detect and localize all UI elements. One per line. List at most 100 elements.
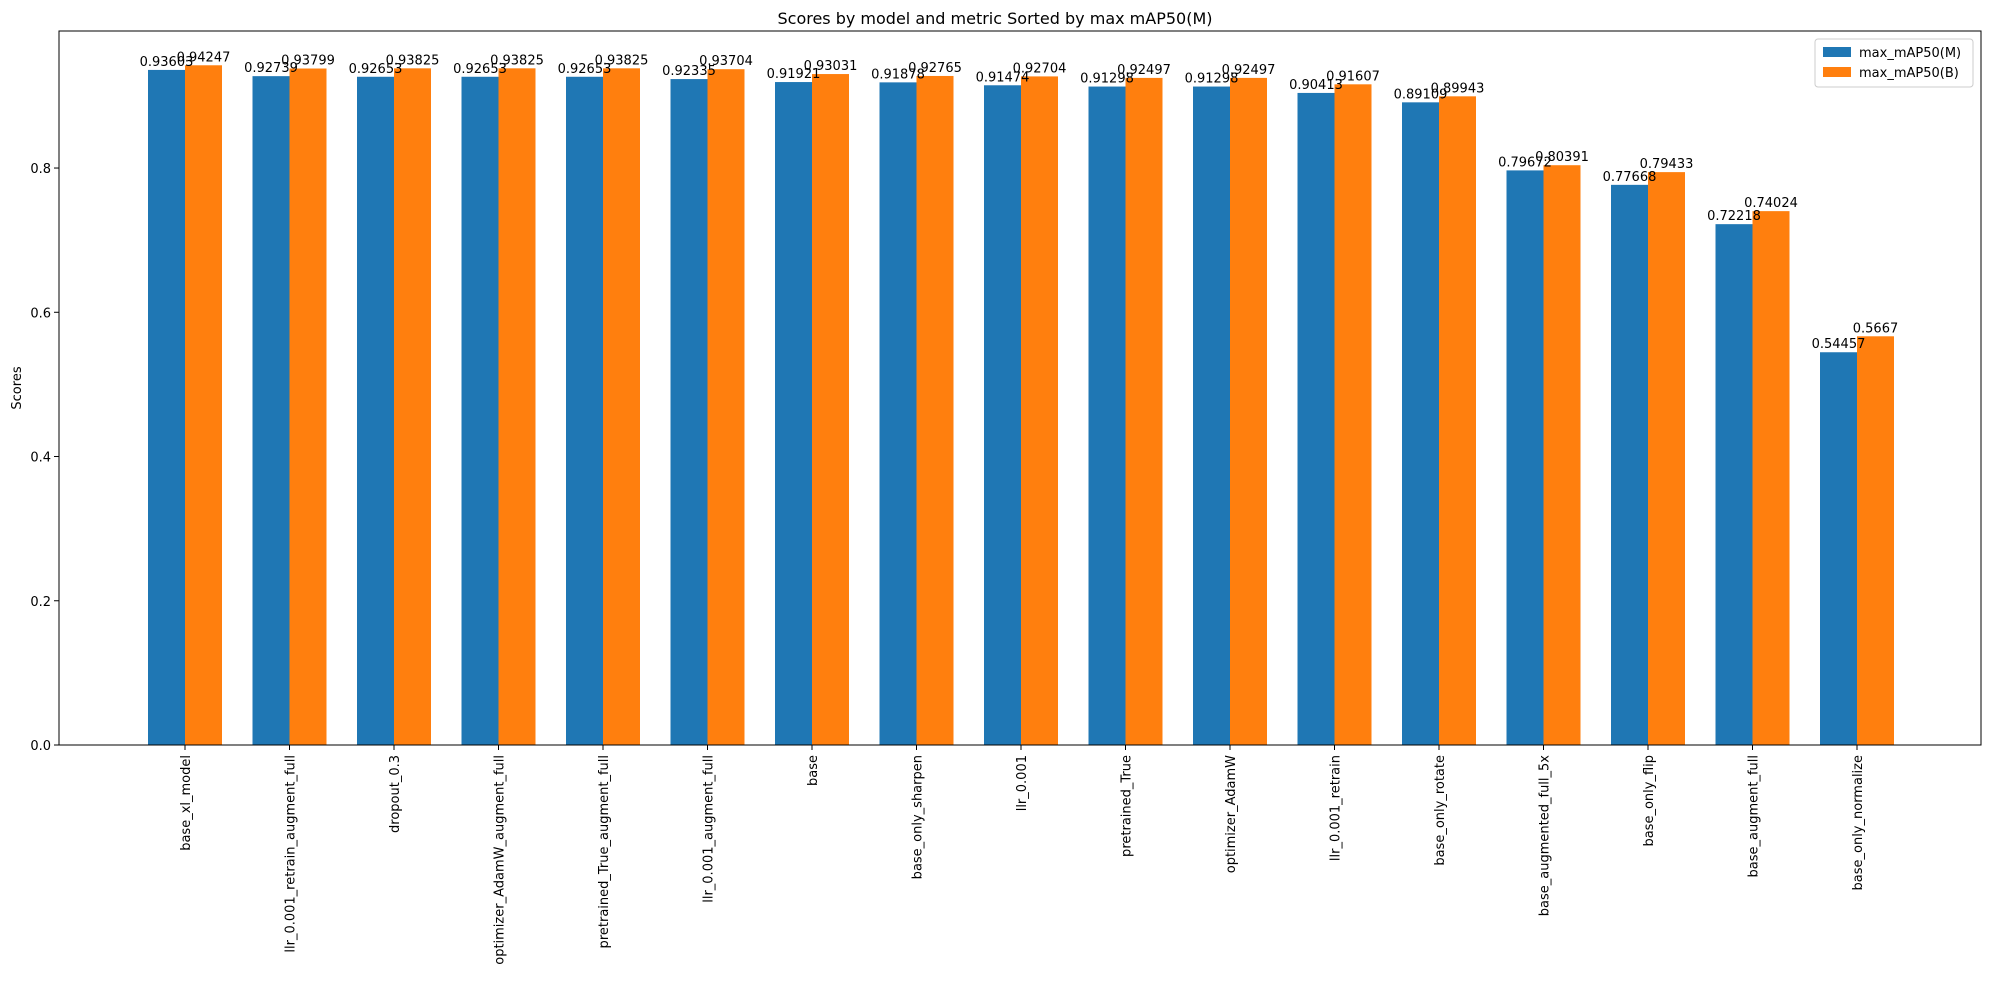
legend: max_mAP50(M) max_mAP50(B) bbox=[1814, 38, 1974, 88]
x-tick-label: optimizer_AdamW bbox=[1224, 755, 1239, 873]
data-label: 0.93825 bbox=[386, 53, 440, 68]
bar-mAP50M-llr_0.001_retrain_augment_full bbox=[252, 76, 290, 745]
x-tick-label: pretrained_True_augment_full bbox=[597, 755, 612, 948]
bar-mAP50B-llr_0.001_retrain_augment_full bbox=[289, 68, 327, 745]
bar-mAP50M-pretrained_True bbox=[1088, 86, 1126, 746]
data-label: 0.92765 bbox=[908, 61, 962, 76]
data-label: 0.91607 bbox=[1326, 69, 1380, 84]
bar-mAP50B-pretrained_True_augment_full bbox=[603, 68, 640, 745]
data-label: 0.92704 bbox=[1013, 61, 1067, 76]
data-label: 0.72218 bbox=[1707, 209, 1761, 224]
data-label: 0.91298 bbox=[1080, 72, 1134, 87]
bar-mAP50M-llr_0.001_retrain bbox=[1297, 92, 1335, 746]
legend-swatch bbox=[1823, 47, 1851, 57]
data-label: 0.79433 bbox=[1640, 157, 1694, 172]
data-label: 0.93603 bbox=[140, 55, 194, 70]
y-tick-label: 0.4 bbox=[30, 451, 51, 466]
data-label: 0.5667 bbox=[1853, 321, 1899, 336]
data-label: 0.79672 bbox=[1498, 155, 1552, 170]
bar-mAP50B-base bbox=[812, 74, 849, 746]
bar-mAP50M-base_only_rotate bbox=[1402, 102, 1439, 746]
bar-mAP50B-base_xl_model bbox=[185, 65, 222, 745]
y-tick-label: 0.8 bbox=[30, 162, 51, 177]
chart-title: Scores by model and metric Sorted by max… bbox=[777, 9, 1212, 28]
x-tick-label: base_augmented_full_5x bbox=[1538, 755, 1553, 917]
legend-label: max_mAP50(M) bbox=[1859, 46, 1961, 61]
legend-label: max_mAP50(B) bbox=[1859, 66, 1959, 81]
bar-mAP50M-base_augment_full bbox=[1715, 224, 1753, 745]
data-label: 0.54457 bbox=[1812, 337, 1866, 352]
data-label: 0.77668 bbox=[1603, 170, 1657, 185]
bar-mAP50B-llr_0.001_augment_full bbox=[707, 69, 745, 746]
data-label: 0.93825 bbox=[490, 53, 544, 68]
bar-mAP50M-dropout_0.3 bbox=[357, 76, 394, 745]
bar-mAP50M-base_only_normalize bbox=[1820, 352, 1857, 745]
x-tick-label: pretrained_True bbox=[1120, 755, 1135, 857]
data-label: 0.91474 bbox=[976, 70, 1030, 85]
x-tick-label: llr_0.001_retrain bbox=[1329, 755, 1344, 861]
bar-mAP50B-llr_0.001_retrain bbox=[1334, 84, 1372, 745]
y-tick-label: 0.2 bbox=[30, 595, 51, 610]
plot-frame bbox=[58, 30, 1982, 746]
x-tick-label: base_only_normalize bbox=[1851, 755, 1866, 890]
data-label: 0.91878 bbox=[871, 67, 925, 82]
bar-mAP50B-optimizer_AdamW_augment_full bbox=[498, 68, 536, 745]
bars-layer bbox=[148, 65, 1894, 746]
data-label: 0.91921 bbox=[767, 67, 821, 82]
bar-mAP50M-base_xl_model bbox=[148, 69, 185, 745]
bar-mAP50B-base_augment_full bbox=[1752, 211, 1790, 745]
data-label: 0.93031 bbox=[804, 59, 858, 74]
bar-mAP50B-dropout_0.3 bbox=[394, 68, 431, 745]
y-tick-label: 0.0 bbox=[30, 739, 51, 754]
data-label: 0.92653 bbox=[349, 62, 403, 77]
data-label: 0.93799 bbox=[281, 54, 335, 69]
legend-box bbox=[1814, 38, 1974, 88]
bar-mAP50B-base_augmented_full_5x bbox=[1543, 165, 1581, 746]
bar-mAP50M-optimizer_AdamW_augment_full bbox=[461, 76, 499, 745]
x-tick-label: base_xl_model bbox=[179, 755, 194, 851]
data-label: 0.94247 bbox=[177, 50, 231, 65]
data-label: 0.93704 bbox=[699, 54, 753, 69]
data-label: 0.89109 bbox=[1394, 87, 1448, 102]
x-tick-label: base_only_rotate bbox=[1433, 755, 1448, 866]
data-label: 0.92335 bbox=[662, 64, 716, 79]
x-tick-label: base bbox=[806, 755, 821, 786]
x-tick-label: llr_0.001_retrain_augment_full bbox=[284, 755, 299, 953]
data-label: 0.90413 bbox=[1289, 78, 1343, 93]
data-label: 0.92653 bbox=[453, 62, 507, 77]
data-label: 0.92497 bbox=[1117, 63, 1171, 78]
data-label: 0.80391 bbox=[1535, 150, 1589, 165]
bar-mAP50B-optimizer_AdamW bbox=[1230, 77, 1267, 746]
data-labels-layer: 0.93603 0.92739 0.92653 0.92653 0.92653 0.923… bbox=[140, 50, 1899, 352]
y-tick-label: 0.6 bbox=[30, 306, 51, 321]
x-tick-label: base_augment_full bbox=[1747, 755, 1762, 877]
bar-mAP50M-base_only_flip bbox=[1611, 184, 1648, 745]
bar-mAP50M-optimizer_AdamW bbox=[1193, 86, 1230, 746]
x-tick-label: base_only_sharpen bbox=[911, 755, 926, 879]
x-tick-label: llr_0.001 bbox=[1015, 755, 1030, 811]
x-tick-label: dropout_0.3 bbox=[388, 755, 403, 833]
data-label: 0.92653 bbox=[558, 62, 612, 77]
bar-mAP50B-base_only_normalize bbox=[1857, 336, 1894, 745]
bar-mAP50M-llr_0.001_augment_full bbox=[670, 79, 708, 745]
bar-mAP50B-llr_0.001 bbox=[1021, 76, 1058, 745]
x-tick-label: base_only_flip bbox=[1642, 755, 1657, 847]
y-axis-label: Scores bbox=[10, 366, 25, 409]
bar-mAP50M-base_augmented_full_5x bbox=[1506, 170, 1544, 745]
bar-mAP50B-pretrained_True bbox=[1125, 77, 1163, 746]
x-tick-label: llr_0.001_augment_full bbox=[702, 755, 717, 903]
legend-swatch bbox=[1823, 67, 1851, 77]
bar-mAP50B-base_only_sharpen bbox=[916, 75, 954, 745]
data-label: 0.74024 bbox=[1744, 196, 1798, 211]
data-label: 0.92497 bbox=[1222, 63, 1276, 78]
data-label: 0.93825 bbox=[595, 53, 649, 68]
data-label: 0.89943 bbox=[1431, 81, 1485, 96]
axes-layer: 0.0 0.2 0.4 0.6 0.8 base_xl_model llr_0.001_re… bbox=[30, 30, 1982, 965]
bar-mAP50M-base bbox=[775, 82, 812, 745]
x-tick-label: optimizer_AdamW_augment_full bbox=[493, 755, 508, 965]
bar-mAP50M-base_only_sharpen bbox=[879, 82, 917, 745]
bar-mAP50B-base_only_flip bbox=[1648, 172, 1685, 746]
bar-mAP50M-pretrained_True_augment_full bbox=[566, 76, 603, 745]
